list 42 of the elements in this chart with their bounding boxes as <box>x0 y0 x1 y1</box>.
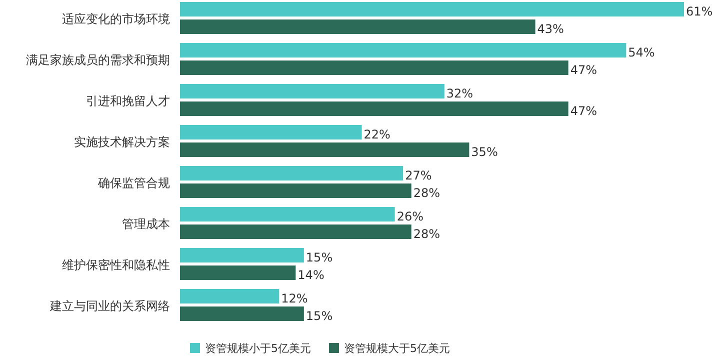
data-label: 28% <box>413 186 440 200</box>
bar <box>180 60 568 75</box>
y-tick-label: 实施技术解决方案 <box>74 135 170 149</box>
data-label: 35% <box>471 145 498 159</box>
bar <box>180 224 412 239</box>
y-tick-label: 满足家族成员的需求和预期 <box>26 53 170 67</box>
data-label: 22% <box>364 128 390 142</box>
bar <box>180 248 304 262</box>
bar <box>180 207 395 222</box>
data-label: 12% <box>281 292 308 306</box>
data-label: 47% <box>570 104 597 118</box>
data-label: 43% <box>537 22 564 36</box>
bar <box>180 266 296 280</box>
bar <box>180 142 470 157</box>
bar <box>180 184 412 198</box>
bar <box>180 166 404 180</box>
legend-label: 资管规模小于5亿美元 <box>205 342 311 355</box>
data-label: 27% <box>405 168 432 182</box>
bar <box>180 102 568 116</box>
y-tick-label: 建立与同业的关系网络 <box>49 299 170 313</box>
bar <box>180 20 536 34</box>
bar <box>180 306 304 321</box>
bar <box>180 125 362 140</box>
data-label: 61% <box>686 4 713 18</box>
data-label: 54% <box>628 46 655 60</box>
data-label: 47% <box>570 63 597 77</box>
legend-label: 资管规模大于5亿美元 <box>344 342 450 355</box>
data-label: 14% <box>298 268 324 282</box>
y-tick-label: 确保监管合规 <box>97 176 170 190</box>
bar <box>180 84 444 98</box>
bar <box>180 289 280 304</box>
y-tick-label: 引进和挽留人才 <box>86 94 170 108</box>
data-label: 32% <box>446 86 474 100</box>
data-label: 26% <box>396 210 424 224</box>
data-label: 15% <box>306 309 333 323</box>
y-tick-label: 适应变化的市场环境 <box>62 12 170 26</box>
data-label: 28% <box>413 227 440 241</box>
y-tick-label: 维护保密性和隐私性 <box>62 258 170 272</box>
data-label: 15% <box>306 250 333 264</box>
y-tick-label: 管理成本 <box>122 217 170 231</box>
bar <box>180 2 684 16</box>
bar <box>180 43 626 58</box>
